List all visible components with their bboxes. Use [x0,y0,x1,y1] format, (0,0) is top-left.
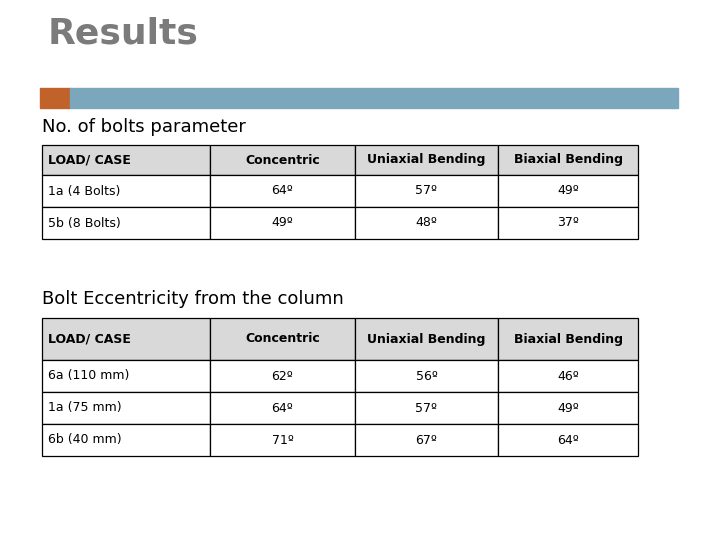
Bar [42,145,210,175]
Bar [42,424,210,456]
Bar [42,392,210,424]
Bar [210,360,355,392]
Text: 6a (110 mm): 6a (110 mm) [48,369,130,382]
Bar [210,318,355,360]
Bar [355,424,498,456]
Bar [498,392,638,424]
Bar [210,392,355,424]
Text: LOAD/ CASE: LOAD/ CASE [48,333,131,346]
Bar [355,145,498,175]
Bar [42,207,210,239]
Bar [42,318,210,360]
Bar [210,175,355,207]
Text: 49º: 49º [557,402,579,415]
Bar [498,175,638,207]
Text: Biaxial Bending: Biaxial Bending [513,153,623,166]
Text: Concentric: Concentric [245,333,320,346]
Text: 49º: 49º [271,217,293,230]
Text: 56º: 56º [415,369,438,382]
Text: 1a (75 mm): 1a (75 mm) [48,402,122,415]
Bar [355,318,498,360]
Text: Biaxial Bending: Biaxial Bending [513,333,623,346]
Text: Results: Results [48,17,199,51]
Text: 67º: 67º [415,434,438,447]
Text: 49º: 49º [557,185,579,198]
Text: Bolt Eccentricity from the column: Bolt Eccentricity from the column [42,290,343,308]
Text: 5b (8 Bolts): 5b (8 Bolts) [48,217,121,230]
Bar [355,207,498,239]
Bar [70,88,678,108]
Bar [498,424,638,456]
Text: 64º: 64º [557,434,579,447]
Text: No. of bolts parameter: No. of bolts parameter [42,118,246,136]
Bar [210,207,355,239]
Text: 71º: 71º [271,434,294,447]
Text: 1a (4 Bolts): 1a (4 Bolts) [48,185,120,198]
Bar [42,360,210,392]
Bar [210,424,355,456]
Text: 64º: 64º [271,402,293,415]
Bar [498,360,638,392]
Bar [355,392,498,424]
Bar [498,207,638,239]
Bar [210,145,355,175]
Text: 57º: 57º [415,185,438,198]
Text: LOAD/ CASE: LOAD/ CASE [48,153,131,166]
Text: 62º: 62º [271,369,293,382]
Text: 46º: 46º [557,369,579,382]
Text: 6b (40 mm): 6b (40 mm) [48,434,122,447]
Bar [355,175,498,207]
Text: Uniaxial Bending: Uniaxial Bending [367,153,486,166]
Text: Uniaxial Bending: Uniaxial Bending [367,333,486,346]
Text: 57º: 57º [415,402,438,415]
Bar [40,88,70,108]
Text: 37º: 37º [557,217,579,230]
Bar [42,175,210,207]
Text: Concentric: Concentric [245,153,320,166]
Text: 64º: 64º [271,185,293,198]
Text: 48º: 48º [415,217,438,230]
Bar [355,360,498,392]
Bar [498,318,638,360]
Bar [498,145,638,175]
